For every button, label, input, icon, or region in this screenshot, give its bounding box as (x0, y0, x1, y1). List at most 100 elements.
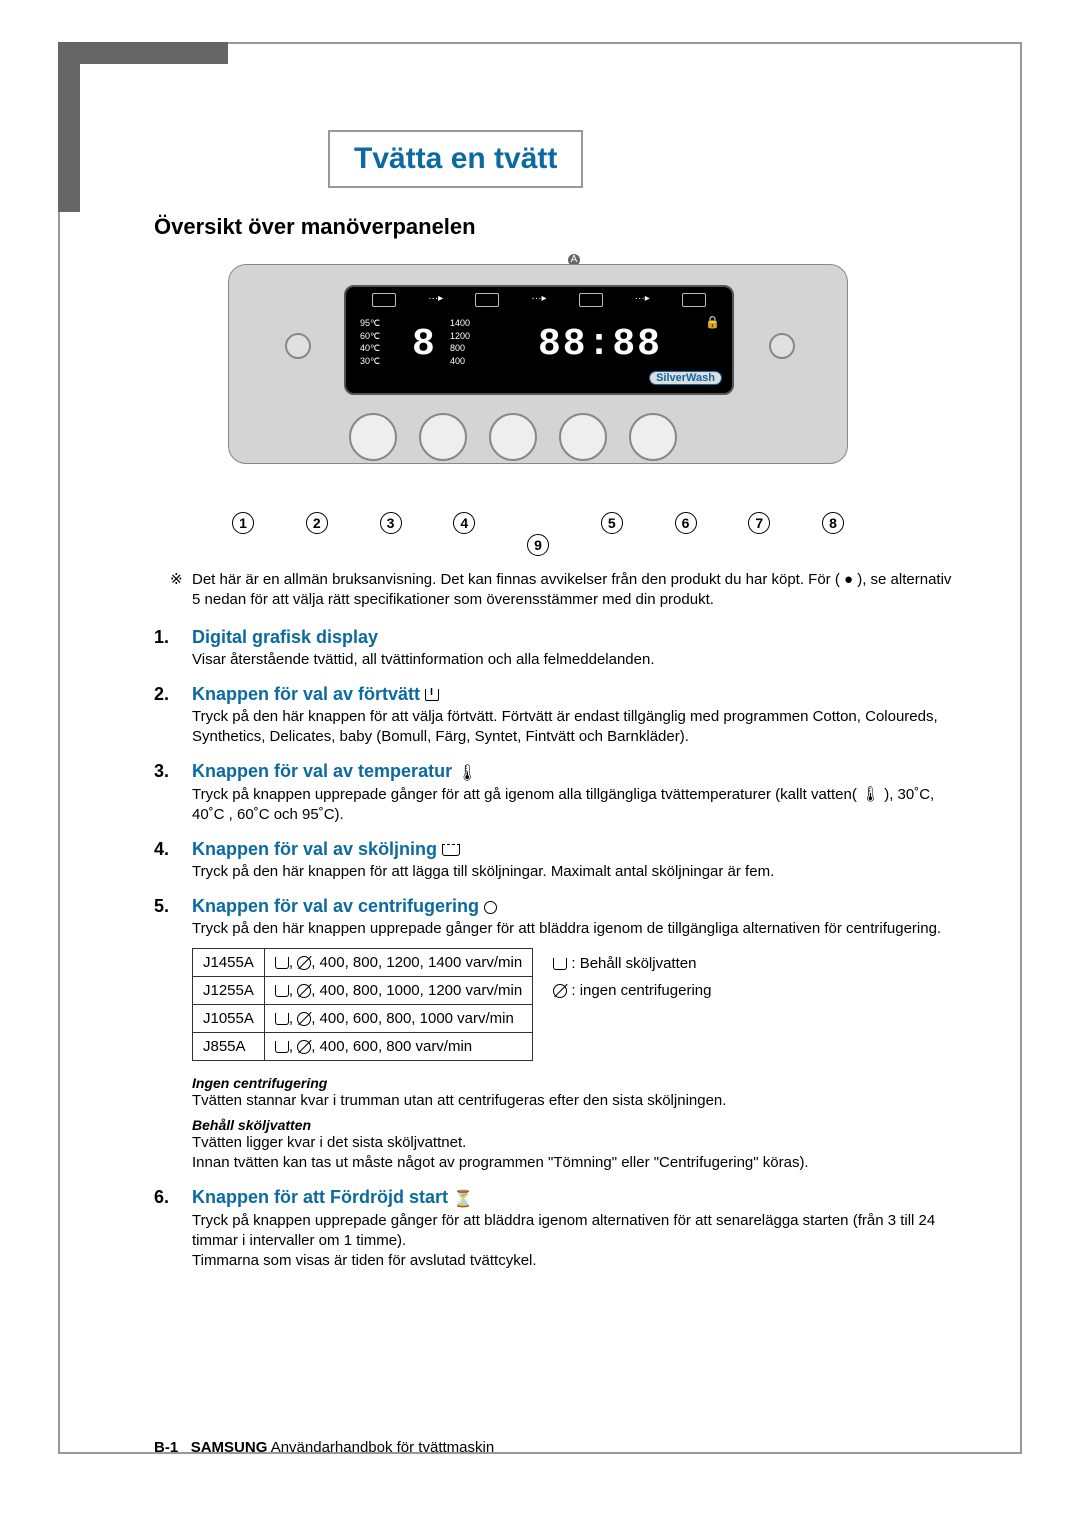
screen-mode-icon (372, 293, 396, 307)
nospin-subtitle: Ingen centrifugering (192, 1075, 954, 1091)
callout-3: 3 (380, 512, 402, 534)
item-body: Tryck på knappen upprepade gånger för at… (192, 1211, 954, 1272)
hold-body: Tvätten ligger kvar i det sista sköljvat… (192, 1133, 954, 1174)
knob-rinse (419, 413, 467, 461)
item-title: Knappen för val av temperatur 🌡 (192, 761, 954, 782)
spin-speed-table: J1455A , , 400, 800, 1200, 1400 varv/min… (192, 948, 533, 1061)
model-cell: J1255A (193, 976, 265, 1004)
item-body: Tryck på knappen upprepade gånger för at… (192, 785, 954, 826)
arrow-icon: ···▸ (635, 293, 650, 307)
item-body: Visar återstående tvättid, all tvättinfo… (192, 650, 954, 670)
footer-brand: SAMSUNG (191, 1439, 268, 1456)
model-cell: J1055A (193, 1004, 265, 1032)
footer-text: Användarhandbok för tvättmaskin (271, 1439, 494, 1456)
page-subtitle: Översikt över manöverpanelen (154, 214, 954, 240)
timer-icon: ⏳ (453, 1189, 473, 1209)
thermometer-icon: 🌡 (457, 763, 477, 783)
page-content: Tvätta en tvätt Översikt över manöverpan… (154, 130, 954, 1285)
item-title: Knappen för val av centrifugering (192, 896, 954, 917)
speed-cell: , , 400, 600, 800, 1000 varv/min (264, 1004, 532, 1032)
table-row: J1255A , , 400, 800, 1000, 1200 varv/min (193, 976, 533, 1004)
rinse-icon (442, 844, 460, 856)
panel-body: ···▸ ···▸ ···▸ 95℃ 60℃ 40℃ 30℃ 8 1400 12… (228, 264, 848, 464)
item-title: Knappen för val av sköljning (192, 839, 954, 860)
temp-value: 60℃ (360, 330, 380, 343)
screen-mode-icon (682, 293, 706, 307)
nospin-icon (297, 1040, 311, 1054)
nospin-icon (553, 984, 567, 998)
knob-spin (489, 413, 537, 461)
speed-cell: , , 400, 800, 1200, 1400 varv/min (264, 948, 532, 976)
prewash-icon (425, 689, 439, 701)
spin-value: 1200 (450, 330, 470, 343)
item-body: Tryck på den här knappen för att välja f… (192, 707, 954, 748)
item-title: Knappen för val av förtvätt (192, 684, 954, 705)
page-title: Tvätta en tvätt (354, 142, 557, 176)
callout-9: 9 (527, 534, 549, 556)
item-4: 4. Knappen för val av sköljning Tryck på… (154, 839, 954, 882)
item-body: Tryck på den här knappen för att lägga t… (192, 862, 954, 882)
screen-mode-icon (579, 293, 603, 307)
item-2: 2. Knappen för val av förtvätt Tryck på … (154, 684, 954, 748)
lock-icon: 🔒 (705, 315, 720, 329)
knob-delay (559, 413, 607, 461)
page-footer: B-1 SAMSUNG Användarhandbok för tvättmas… (154, 1439, 494, 1456)
screen-temperatures: 95℃ 60℃ 40℃ 30℃ (360, 317, 380, 367)
hold-icon (553, 958, 567, 970)
speed-cell: , , 400, 800, 1000, 1200 varv/min (264, 976, 532, 1004)
spin-value: 800 (450, 342, 470, 355)
note-text: Det här är en allmän bruksanvisning. Det… (192, 571, 951, 608)
page-number: B-1 (154, 1439, 178, 1456)
digital-screen: ···▸ ···▸ ···▸ 95℃ 60℃ 40℃ 30℃ 8 1400 12… (344, 285, 734, 395)
title-box: Tvätta en tvätt (328, 130, 583, 188)
callout-row: 1 2 3 4 9 5 6 7 8 (232, 512, 844, 534)
screen-icon-row: ···▸ ···▸ ···▸ (346, 287, 732, 309)
item-6: 6. Knappen för att Fördröjd start ⏳ Tryc… (154, 1187, 954, 1271)
spin-icon (484, 901, 497, 914)
table-row: J1455A , , 400, 800, 1200, 1400 varv/min (193, 948, 533, 976)
model-cell: J855A (193, 1032, 265, 1060)
legend-hold: : Behåll sköljvatten (553, 950, 711, 977)
table-row: J855A , , 400, 600, 800 varv/min (193, 1032, 533, 1060)
hold-icon (275, 957, 289, 969)
item-3: 3. Knappen för val av temperatur 🌡 Tryck… (154, 761, 954, 825)
hold-subtitle: Behåll sköljvatten (192, 1117, 954, 1133)
screen-segment: 8 (412, 323, 435, 366)
legend-nospin: : ingen centrifugering (553, 977, 711, 1004)
corner-bar-h (58, 42, 228, 64)
spin-legend: : Behåll sköljvatten : ingen centrifuger… (553, 950, 711, 1004)
spin-value: 400 (450, 355, 470, 368)
temp-value: 30℃ (360, 355, 380, 368)
item-number: 6. (154, 1187, 169, 1208)
screen-time: 88:88 (538, 323, 662, 366)
item-body: Tryck på den här knappen upprepade gånge… (192, 919, 954, 939)
screen-spins: 1400 1200 800 400 (450, 317, 470, 367)
nospin-icon (297, 956, 311, 970)
callout-2: 2 (306, 512, 328, 534)
control-panel-diagram: A ···▸ ···▸ ···▸ 95℃ 60℃ 40℃ 30℃ (188, 254, 888, 554)
hold-icon (275, 985, 289, 997)
nospin-body: Tvätten stannar kvar i trumman utan att … (192, 1091, 954, 1111)
item-title: Knappen för att Fördröjd start ⏳ (192, 1187, 954, 1208)
callout-8: 8 (822, 512, 844, 534)
callout-6: 6 (675, 512, 697, 534)
model-cell: J1455A (193, 948, 265, 976)
item-number: 1. (154, 627, 169, 648)
item-5: 5. Knappen för val av centrifugering Try… (154, 896, 954, 1173)
item-1: 1. Digital grafisk display Visar återstå… (154, 627, 954, 670)
callout-4: 4 (453, 512, 475, 534)
item-number: 3. (154, 761, 169, 782)
knob-temp (349, 413, 397, 461)
callout-5: 5 (601, 512, 623, 534)
item-number: 4. (154, 839, 169, 860)
callout-7: 7 (748, 512, 770, 534)
hold-icon (275, 1041, 289, 1053)
dial-left (285, 333, 311, 359)
dial-right (769, 333, 795, 359)
corner-bar-v (58, 42, 80, 212)
item-number: 2. (154, 684, 169, 705)
screen-mode-icon (475, 293, 499, 307)
knob-silverwash (629, 413, 677, 461)
callout-1: 1 (232, 512, 254, 534)
note-marker: ※ (170, 570, 183, 590)
